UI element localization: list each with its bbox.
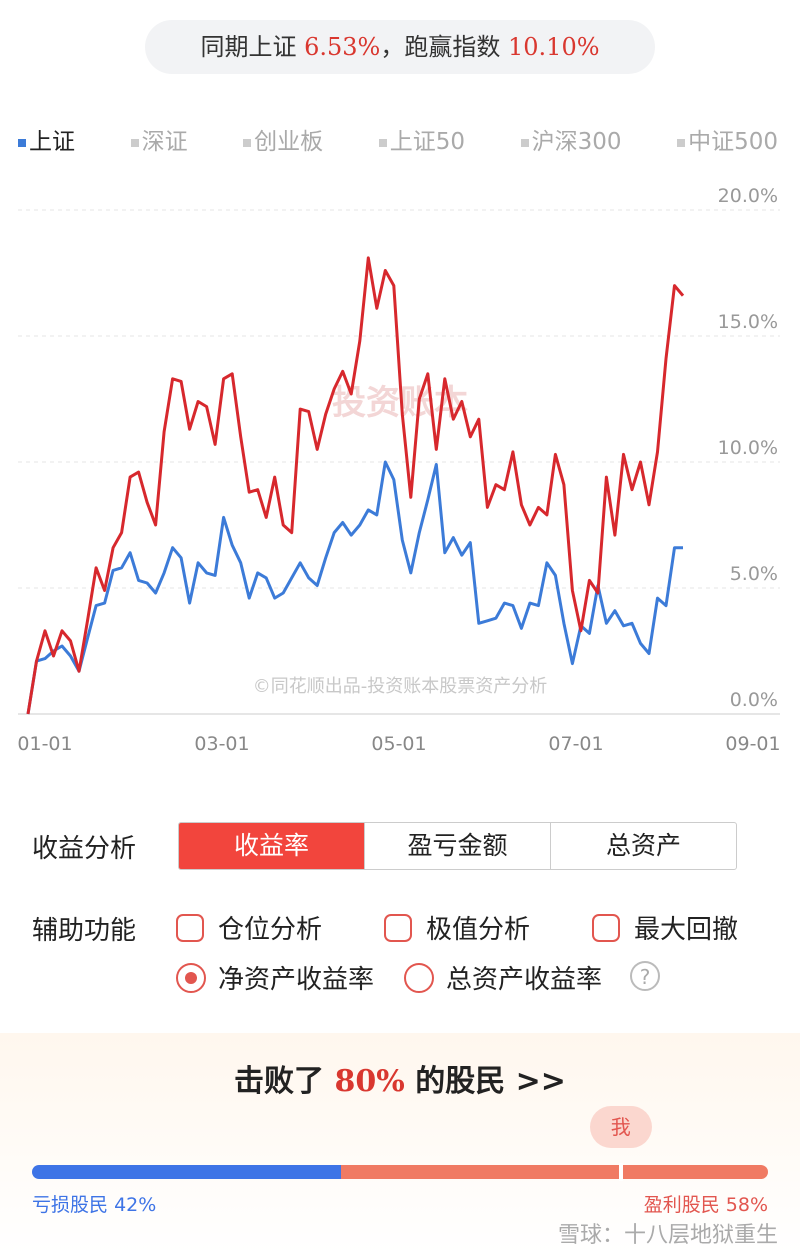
footer-watermark: 雪球：十八层地狱重生	[557, 1223, 778, 1248]
loss-bar	[32, 1165, 342, 1179]
rank-title[interactable]: 击败了 80% 的股民 >>	[0, 1056, 800, 1100]
checkbox[interactable]	[176, 913, 204, 942]
rank-percent: 80%	[334, 1064, 405, 1099]
rank-suffix: 的股民	[415, 1064, 506, 1099]
summary-pill: 同期上证 6.53%，跑赢指数 10.10%	[145, 20, 655, 74]
checkbox-option[interactable]: 最大回撤	[592, 909, 738, 946]
index-tab[interactable]: 中证500	[677, 122, 778, 156]
loss-value: 42%	[114, 1194, 157, 1216]
index-tab[interactable]: 上证50	[379, 122, 465, 156]
checkbox-label: 极值分析	[426, 915, 531, 945]
help-icon[interactable]: ?	[630, 961, 660, 991]
index-tabs: 上证 深证 创业板 上证50 沪深300 中证500	[18, 122, 778, 156]
checkbox-label: 仓位分析	[218, 915, 323, 945]
aux-label: 辅助功能	[32, 916, 137, 946]
summary-middle: ，跑赢指数	[380, 33, 501, 61]
y-tick-label: 10.0%	[718, 437, 778, 459]
x-tick-label: 05-01	[371, 733, 426, 755]
analysis-label: 收益分析	[32, 834, 137, 864]
checkbox-option[interactable]: 极值分析	[384, 909, 530, 946]
profit-value: 58%	[725, 1194, 768, 1216]
y-tick-label: 0.0%	[730, 689, 778, 711]
me-bubble: 我	[589, 1106, 652, 1148]
x-tick-label: 03-01	[194, 733, 249, 755]
x-tick-label: 07-01	[548, 733, 603, 755]
index-tab[interactable]: 创业板	[243, 122, 323, 156]
checkbox-option[interactable]: 仓位分析	[176, 909, 322, 946]
credit: ©同花顺出品-投资账本股票资产分析	[253, 676, 548, 697]
y-tick-label: 5.0%	[730, 563, 778, 585]
summary-prefix: 同期上证	[200, 33, 297, 61]
rank-panel	[0, 1033, 800, 1255]
series-line	[26, 460, 683, 715]
index-tab[interactable]: 沪深300	[521, 122, 622, 156]
loss-label: 亏损股民 42%	[32, 1190, 156, 1217]
checkbox[interactable]	[592, 913, 620, 942]
radio-label: 总资产收益率	[446, 965, 603, 995]
y-tick-label: 20.0%	[718, 185, 778, 207]
me-marker	[618, 1163, 623, 1181]
checkbox-label: 最大回撤	[634, 915, 739, 945]
radio[interactable]	[404, 962, 434, 993]
radio-label: 净资产收益率	[218, 965, 375, 995]
index-tab[interactable]: 深证	[131, 122, 188, 156]
index-tab[interactable]: 上证	[18, 122, 75, 156]
radio[interactable]	[176, 962, 206, 993]
analysis-tab[interactable]: 盈亏金额	[364, 823, 550, 869]
index-return: 6.53%	[304, 33, 381, 61]
series-line	[26, 256, 685, 715]
y-tick-label: 15.0%	[718, 311, 778, 333]
x-tick-label: 09-01	[725, 733, 780, 755]
rank-more: >>	[515, 1064, 566, 1099]
excess-return: 10.10%	[508, 33, 600, 61]
rank-prefix: 击败了	[234, 1064, 325, 1099]
analysis-tabs: 收益率 盈亏金额 总资产	[178, 822, 737, 870]
loss-name: 亏损股民	[32, 1194, 109, 1216]
profit-bar	[341, 1165, 768, 1179]
analysis-tab[interactable]: 收益率	[179, 823, 364, 869]
analysis-tab[interactable]: 总资产	[550, 823, 736, 869]
profit-label: 盈利股民 58%	[644, 1190, 768, 1217]
profit-name: 盈利股民	[643, 1194, 720, 1216]
x-tick-label: 01-01	[17, 733, 72, 755]
radio-option[interactable]: 总资产收益率	[404, 959, 602, 996]
chart: 投资账本 ©同花顺出品-投资账本股票资产分析 0.0%5.0%10.0%15.0…	[17, 185, 780, 755]
checkbox[interactable]	[384, 913, 412, 942]
radio-option[interactable]: 净资产收益率	[176, 959, 374, 996]
